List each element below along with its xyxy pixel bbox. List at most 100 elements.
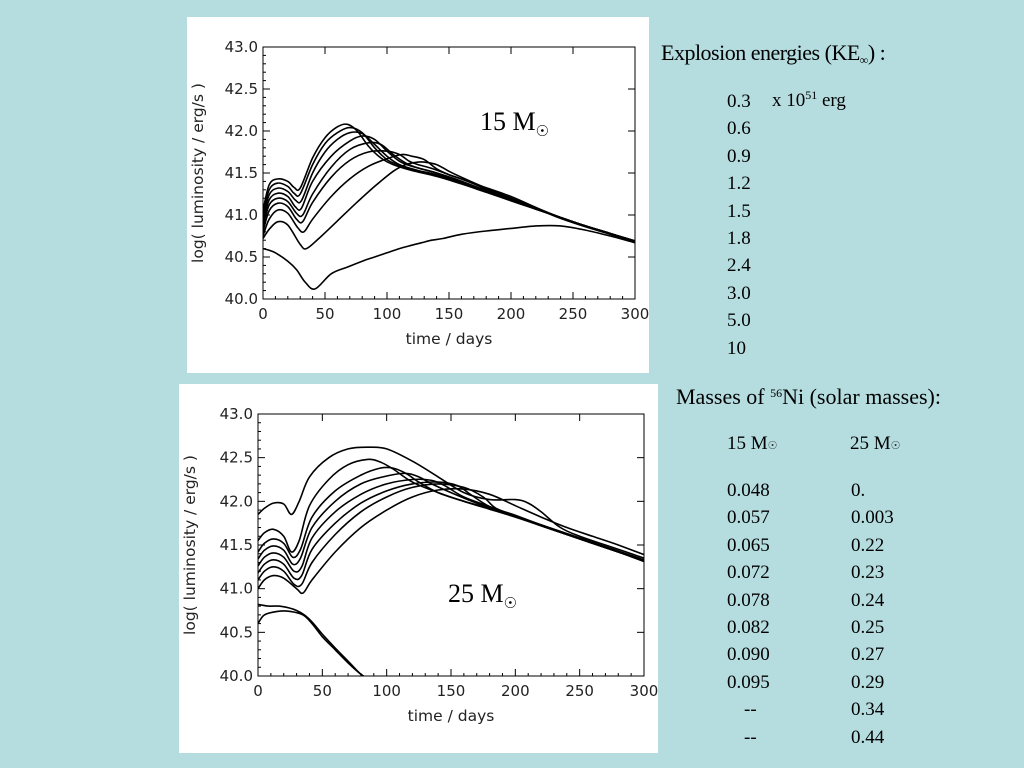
- y-tick-label: 40.0: [220, 667, 253, 685]
- x-tick-label: 100: [372, 682, 401, 700]
- infinity-subscript: ∞: [859, 53, 869, 67]
- nickel-mass-15: 0.065: [727, 534, 770, 556]
- light-curve-series-8: [258, 466, 644, 562]
- x-axis-title: time / days: [408, 707, 495, 725]
- energy-unit: x 1051 erg: [772, 88, 846, 111]
- nickel-heading-text: Masses of: [676, 384, 771, 409]
- x-tick-label: 0: [258, 305, 268, 323]
- y-tick-label: 42.0: [225, 122, 258, 140]
- x-tick-label: 150: [435, 305, 464, 323]
- nickel-mass-25: 0.22: [851, 534, 885, 556]
- x-tick-label: 250: [559, 305, 588, 323]
- light-curve-series-9: [263, 123, 635, 243]
- column-head-25-text: 25 M: [850, 433, 891, 454]
- nickel-mass-25: 0.44: [851, 726, 885, 748]
- energy-unit-erg: erg: [817, 90, 846, 111]
- nickel-mass-25: 0.29: [851, 671, 885, 693]
- column-head-15: 15 M☉: [727, 433, 778, 455]
- energy-heading-close: ) :: [867, 40, 886, 65]
- energy-value: 10: [727, 337, 746, 359]
- energy-value: 3.0: [727, 282, 751, 304]
- sun-symbol-icon: ☉: [767, 440, 778, 452]
- x-axis-title: time / days: [406, 330, 493, 348]
- nickel-heading-rest: Ni (solar masses):: [782, 384, 941, 409]
- x-tick-label: 300: [621, 305, 649, 323]
- series-group: [263, 123, 635, 290]
- energy-value: 2.4: [727, 255, 751, 277]
- energy-value: 0.6: [727, 118, 751, 140]
- energy-value: 1.5: [727, 200, 751, 222]
- nickel-mass-15: 0.057: [727, 507, 770, 529]
- nickel-isotope: 56: [770, 386, 783, 400]
- x-tick-label: 200: [501, 682, 530, 700]
- light-curve-series-1: [258, 610, 365, 676]
- chart-panel-25: 0 50 100 150 200 250 300 43.0 42.5 42.0 41.5 41.0 40…: [179, 384, 658, 753]
- nickel-mass-25: 0.003: [851, 507, 894, 529]
- nickel-mass-25: 0.23: [851, 562, 885, 584]
- nickel-mass-15: --: [744, 699, 757, 721]
- nickel-mass-15: 0.090: [727, 644, 770, 666]
- y-axis-title: log( luminosity / erg/s ): [189, 83, 207, 263]
- nickel-mass-15: 0.048: [727, 480, 770, 501]
- nickel-heading: Masses of 56Ni (solar masses):: [676, 386, 941, 408]
- nickel-mass-15: 0.078: [727, 589, 770, 611]
- y-tick-label: 42.0: [220, 492, 253, 510]
- nickel-mass-15: 0.095: [727, 671, 770, 693]
- energy-heading: Explosion energies (KE∞) :: [661, 40, 886, 67]
- mass-label: 25 M☉: [448, 579, 517, 612]
- energy-unit-exponent: 51: [805, 88, 818, 102]
- light-curve-chart-25: 0 50 100 150 200 250 300 43.0 42.5 42.0 41.5 41.0 40…: [181, 405, 658, 725]
- y-tick-label: 42.5: [220, 449, 253, 467]
- series-group: [258, 446, 644, 676]
- y-tick-label: 43.0: [225, 38, 258, 56]
- nickel-mass-25: 0.: [851, 480, 866, 501]
- light-curve-series-10: [258, 446, 644, 559]
- light-curve-series-1: [263, 224, 635, 290]
- light-curve-chart-15: 0 50 100 150 200 250 300 43.0 42.5 42.0 41.5 41.0 40…: [189, 38, 649, 348]
- chart-panel-15: 0 50 100 150 200 250 300 43.0 42.5 42.0 41.5 41.0 40…: [187, 17, 649, 373]
- y-tick-label: 42.5: [225, 80, 258, 98]
- x-tick-label: 0: [253, 682, 263, 700]
- sun-symbol-icon: ☉: [890, 440, 901, 452]
- energy-value: 1.8: [727, 228, 751, 249]
- energy-value: 0.9: [727, 145, 751, 167]
- energy-value: 1.2: [727, 173, 751, 195]
- light-curve-series-4: [263, 150, 635, 242]
- y-tick-label: 40.5: [220, 623, 253, 641]
- energy-unit-base: x 10: [772, 90, 806, 111]
- nickel-mass-25: 0.24: [851, 589, 885, 611]
- x-tick-label: 250: [565, 682, 594, 700]
- y-tick-label: 40.0: [225, 290, 258, 308]
- x-tick-label: 50: [315, 305, 334, 323]
- y-tick-label: 40.5: [225, 248, 258, 266]
- y-tick-label: 41.5: [225, 164, 258, 182]
- energy-heading-text: Explosion energies (KE: [661, 40, 860, 65]
- nickel-mass-15: 0.072: [727, 562, 770, 584]
- x-tick-label: 200: [497, 305, 526, 323]
- light-curve-series-9: [258, 458, 644, 563]
- energy-value: 0.3: [727, 91, 751, 112]
- y-tick-label: 41.0: [220, 580, 253, 598]
- light-curve-series-4: [258, 483, 644, 588]
- column-head-25: 25 M☉: [850, 433, 901, 455]
- x-tick-label: 100: [373, 305, 402, 323]
- light-curve-series-7: [258, 472, 644, 566]
- nickel-mass-25: 0.34: [851, 699, 885, 721]
- mass-label: 15 M☉: [480, 107, 549, 140]
- nickel-mass-15: 0.082: [727, 617, 770, 638]
- light-curve-series-3: [258, 487, 644, 595]
- y-tick-label: 41.0: [225, 206, 258, 224]
- nickel-mass-25: 0.25: [851, 617, 885, 638]
- y-axis-title: log( luminosity / erg/s ): [181, 455, 199, 635]
- light-curve-series-5: [263, 141, 635, 242]
- energy-value: 5.0: [727, 310, 751, 332]
- x-tick-label: 300: [630, 682, 658, 700]
- column-head-15-text: 15 M: [727, 433, 768, 454]
- nickel-mass-15: --: [744, 726, 757, 748]
- nickel-mass-25: 0.27: [851, 644, 885, 666]
- y-tick-label: 43.0: [220, 405, 253, 423]
- light-curve-series-2: [258, 603, 365, 676]
- x-tick-label: 50: [313, 682, 332, 700]
- x-tick-label: 150: [437, 682, 466, 700]
- y-tick-label: 41.5: [220, 536, 253, 554]
